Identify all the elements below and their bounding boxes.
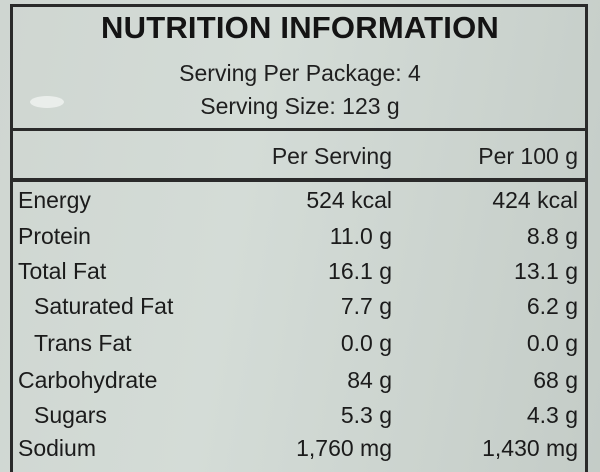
per-100g-value: 6.2 g bbox=[526, 293, 578, 319]
nutrient-name: Carbohydrate bbox=[18, 367, 158, 393]
nutrient-name: Trans Fat bbox=[34, 330, 132, 356]
servings-per-package: Serving Per Package: 4 bbox=[179, 60, 421, 86]
column-header-per-serving: Per Serving bbox=[271, 143, 392, 169]
per-100g-value: 4.3 g bbox=[526, 402, 578, 428]
table-row: Carbohydrate 84 g 68 g bbox=[0, 367, 600, 401]
nutrient-name: Sugars bbox=[34, 402, 107, 428]
per-100g-value: 68 g bbox=[533, 367, 578, 393]
column-header-per-100g: Per 100 g bbox=[478, 143, 578, 169]
per-serving-value: 5.3 g bbox=[340, 402, 392, 428]
table-row: Sugars 5.3 g 4.3 g bbox=[0, 402, 600, 436]
per-100g-value: 1,430 mg bbox=[482, 435, 578, 461]
table-row: Trans Fat 0.0 g 0.0 g bbox=[0, 330, 600, 364]
nutrient-name: Energy bbox=[18, 187, 91, 213]
per-100g-value: 8.8 g bbox=[526, 223, 578, 249]
label-title: NUTRITION INFORMATION bbox=[101, 10, 499, 45]
table-row: Sodium 1,760 mg 1,430 mg bbox=[0, 435, 600, 469]
per-serving-value: 524 kcal bbox=[306, 187, 392, 213]
nutrient-name: Protein bbox=[18, 223, 91, 249]
label-border bbox=[10, 4, 588, 472]
serving-size: Serving Size: 123 g bbox=[200, 93, 400, 119]
per-100g-value: 424 kcal bbox=[492, 187, 578, 213]
per-serving-value: 0.0 g bbox=[340, 330, 392, 356]
table-row: Total Fat 16.1 g 13.1 g bbox=[0, 258, 600, 292]
glare-spot bbox=[30, 96, 64, 108]
per-serving-value: 11.0 g bbox=[329, 223, 392, 249]
per-100g-value: 0.0 g bbox=[526, 330, 578, 356]
nutrient-name: Total Fat bbox=[18, 258, 107, 284]
per-serving-value: 7.7 g bbox=[340, 293, 392, 319]
table-divider bbox=[10, 178, 588, 182]
table-row: Protein 11.0 g 8.8 g bbox=[0, 223, 600, 257]
nutrient-name: Saturated Fat bbox=[34, 293, 174, 319]
nutrient-name: Sodium bbox=[18, 435, 96, 461]
per-serving-value: 84 g bbox=[347, 367, 392, 393]
header-divider bbox=[10, 128, 588, 131]
table-row: Energy 524 kcal 424 kcal bbox=[0, 187, 600, 221]
table-row: Saturated Fat 7.7 g 6.2 g bbox=[0, 293, 600, 327]
per-100g-value: 13.1 g bbox=[514, 258, 578, 284]
per-serving-value: 1,760 mg bbox=[296, 435, 392, 461]
per-serving-value: 16.1 g bbox=[328, 258, 392, 284]
